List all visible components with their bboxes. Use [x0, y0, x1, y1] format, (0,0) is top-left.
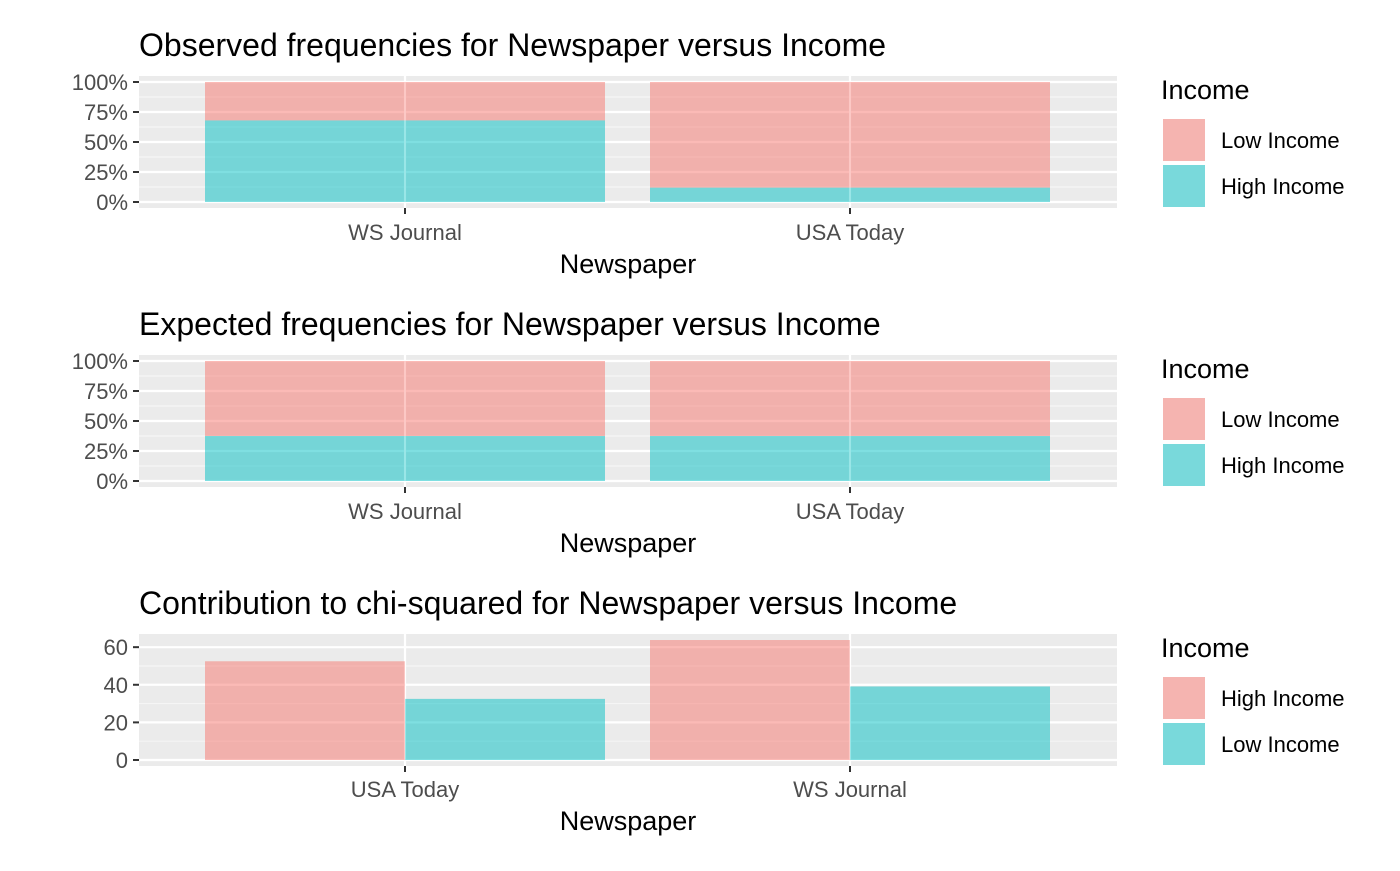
y-tick-label: 40 — [104, 673, 128, 698]
x-tick-label: USA Today — [796, 499, 904, 524]
y-tick-label: 0% — [96, 190, 128, 215]
legend-title: Income — [1161, 75, 1250, 105]
x-tick-label: WS Journal — [348, 220, 462, 245]
chart-title: Observed frequencies for Newspaper versu… — [139, 27, 886, 63]
y-tick-label: 50% — [84, 130, 128, 155]
legend-title: Income — [1161, 354, 1250, 384]
legend-label: High Income — [1221, 174, 1345, 199]
legend-label: High Income — [1221, 453, 1345, 478]
y-tick-label: 100% — [72, 349, 128, 374]
bar-low-income-usa-today — [405, 698, 605, 760]
chart-panel-2: Expected frequencies for Newspaper versu… — [72, 306, 1345, 558]
legend-swatch — [1163, 398, 1205, 440]
legend-label: Low Income — [1221, 732, 1340, 757]
legend-swatch — [1163, 444, 1205, 486]
y-tick-label: 50% — [84, 409, 128, 434]
y-tick-label: 25% — [84, 439, 128, 464]
bar-high-income-usa-today — [650, 436, 1050, 481]
y-tick-label: 75% — [84, 100, 128, 125]
legend: Income Low Income High Income — [1161, 75, 1345, 207]
bar-low-income-ws-journal — [205, 361, 605, 436]
bar-high-income-usa-today — [650, 187, 1050, 202]
legend: Income Low Income High Income — [1161, 354, 1345, 486]
y-tick-label: 20 — [104, 710, 128, 735]
y-tick-label: 75% — [84, 379, 128, 404]
bar-high-income-ws-journal — [205, 436, 605, 481]
bar-low-income-ws-journal — [205, 82, 605, 121]
y-tick-label: 100% — [72, 70, 128, 95]
legend-swatch — [1163, 723, 1205, 765]
legend: Income High Income Low Income — [1161, 633, 1345, 765]
x-axis-title: Newspaper — [560, 806, 697, 836]
legend-label: Low Income — [1221, 128, 1340, 153]
x-tick-label: USA Today — [351, 777, 459, 802]
x-axis-title: Newspaper — [560, 249, 697, 279]
legend-swatch — [1163, 165, 1205, 207]
legend-title: Income — [1161, 633, 1250, 663]
bar-low-income-ws-journal — [850, 686, 1050, 760]
legend-swatch — [1163, 677, 1205, 719]
legend-label: High Income — [1221, 686, 1345, 711]
chart-title: Expected frequencies for Newspaper versu… — [139, 306, 881, 342]
chart-panel-3: Contribution to chi-squared for Newspape… — [104, 585, 1345, 836]
legend-label: Low Income — [1221, 407, 1340, 432]
y-tick-label: 25% — [84, 160, 128, 185]
x-tick-label: WS Journal — [348, 499, 462, 524]
bar-low-income-usa-today — [650, 361, 1050, 436]
bar-high-income-ws-journal — [650, 640, 850, 760]
legend-swatch — [1163, 119, 1205, 161]
bar-low-income-usa-today — [650, 82, 1050, 188]
x-axis-title: Newspaper — [560, 528, 697, 558]
y-tick-label: 0 — [116, 748, 128, 773]
x-tick-label: USA Today — [796, 220, 904, 245]
y-tick-label: 0% — [96, 469, 128, 494]
chart-panel-1: Observed frequencies for Newspaper versu… — [72, 27, 1345, 279]
chart-title: Contribution to chi-squared for Newspape… — [139, 585, 957, 621]
x-tick-label: WS Journal — [793, 777, 907, 802]
y-tick-label: 60 — [104, 635, 128, 660]
bar-high-income-usa-today — [205, 661, 405, 760]
bar-high-income-ws-journal — [205, 120, 605, 202]
